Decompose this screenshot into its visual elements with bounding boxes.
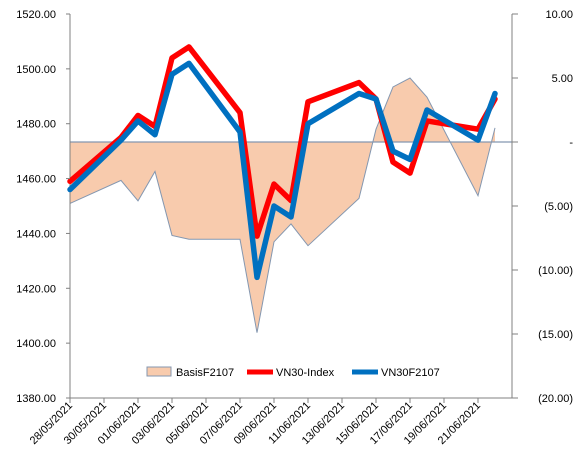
basis-area-layer <box>69 77 496 333</box>
basis-area <box>70 78 495 333</box>
left-y-tick-label: 1480.00 <box>16 119 56 131</box>
series-line-vn30-index <box>67 44 498 239</box>
right-y-tick-label: - <box>569 137 573 149</box>
left-y-tick-label: 1400.00 <box>16 338 56 350</box>
x-ticks: 28/05/202130/05/202101/06/202103/06/2021… <box>28 398 483 447</box>
index-lines-layer <box>67 44 498 281</box>
right-y-tick-label: (20.00) <box>538 393 573 405</box>
legend: BasisF2107 VN30-Index VN30F2107 <box>146 366 440 379</box>
legend-item: BasisF2107 <box>146 366 234 379</box>
left-y-tick-label: 1380.00 <box>16 393 56 405</box>
right-y-tick-label: (15.00) <box>538 329 573 341</box>
right-y-tick-label: (5.00) <box>544 201 573 213</box>
legend-item: VN30F2107 <box>352 367 440 379</box>
legend-item: VN30-Index <box>247 367 335 379</box>
left-y-tick-label: 1460.00 <box>16 174 56 186</box>
left-y-tick-label: 1440.00 <box>16 228 56 240</box>
left-y-ticks: 1380.00 1400.00 1420.00 1440.00 1460.00 1480.… <box>16 9 70 405</box>
legend-label: BasisF2107 <box>176 367 234 379</box>
left-y-tick-label: 1500.00 <box>16 64 56 76</box>
left-y-tick-label: 1520.00 <box>16 9 56 21</box>
left-y-tick-label: 1420.00 <box>16 283 56 295</box>
legend-swatch <box>146 366 172 377</box>
legend-label: VN30F2107 <box>381 367 440 379</box>
basis-area-outline <box>69 77 496 333</box>
right-y-tick-label: 10.00 <box>545 9 573 21</box>
legend-label: VN30-Index <box>276 367 335 379</box>
right-y-tick-label: 5.00 <box>552 73 573 85</box>
right-y-tick-label: (10.00) <box>538 265 573 277</box>
right-y-ticks: (20.00) (15.00) (10.00) (5.00) - 5.00 10.00 <box>512 9 573 405</box>
series-line-vn30f2107 <box>67 60 498 281</box>
